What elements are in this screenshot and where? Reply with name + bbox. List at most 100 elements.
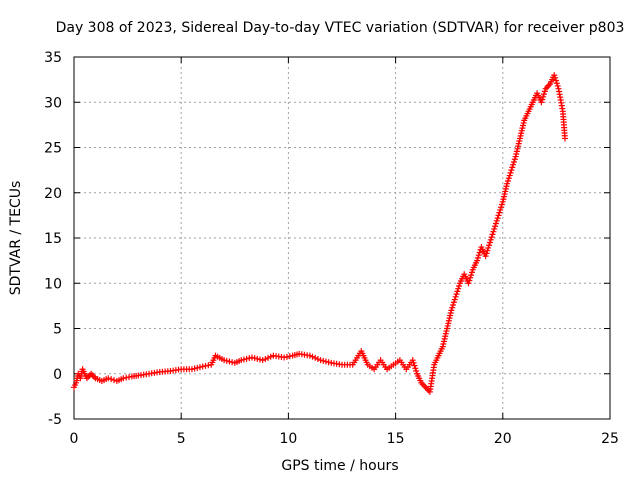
data-point <box>111 377 118 384</box>
data-point <box>411 362 418 369</box>
data-point <box>490 228 497 235</box>
data-point <box>467 274 474 281</box>
data-point <box>259 357 266 364</box>
y-axis-label: SDTVAR / TECUs <box>8 181 24 296</box>
data-point <box>226 358 233 365</box>
data-point <box>412 365 419 372</box>
x-tick-label: 20 <box>494 431 512 447</box>
data-point <box>504 177 511 184</box>
x-tick-label: 15 <box>387 431 405 447</box>
data-point <box>476 249 483 256</box>
data-point <box>196 364 203 371</box>
data-point <box>553 80 560 87</box>
data-point <box>493 217 500 224</box>
data-point <box>540 91 547 98</box>
data-point <box>306 352 313 359</box>
data-point <box>322 358 329 365</box>
x-tick-label: 0 <box>70 431 79 447</box>
data-point <box>487 236 494 243</box>
data-point <box>453 291 460 298</box>
data-point <box>314 356 321 363</box>
data-point <box>498 204 505 211</box>
data-point <box>325 359 332 366</box>
y-tick-label: 15 <box>44 231 62 247</box>
data-point <box>105 375 112 382</box>
data-point <box>202 362 209 369</box>
y-tick-label: 20 <box>44 186 62 202</box>
data-point <box>246 355 253 362</box>
data-point <box>194 364 201 371</box>
data-point <box>449 304 456 311</box>
data-point <box>188 366 195 373</box>
axis-ticks: 0 5 10 15 20 25 -5 0 5 10 15 20 25 30 35 <box>44 50 619 447</box>
data-point <box>509 164 516 171</box>
data-point <box>265 354 272 361</box>
y-tick-label: 35 <box>44 50 62 66</box>
data-point <box>251 355 258 362</box>
data-point <box>309 353 316 360</box>
data-point <box>495 212 502 219</box>
data-point <box>281 354 288 361</box>
data-point <box>451 296 458 303</box>
data-point <box>126 374 133 381</box>
data-point <box>540 93 547 100</box>
data-point <box>486 239 493 246</box>
data-point <box>486 242 493 249</box>
data-point <box>485 244 492 251</box>
data-point <box>248 354 255 361</box>
data-point <box>510 161 517 168</box>
data-point <box>475 252 482 259</box>
data-point <box>492 220 499 227</box>
y-tick-label: 10 <box>44 276 62 292</box>
data-point <box>254 355 261 362</box>
data-point <box>448 307 455 314</box>
data-point <box>484 247 491 254</box>
data-point <box>497 206 504 213</box>
data-point <box>483 250 490 257</box>
x-tick-label: 10 <box>279 431 297 447</box>
data-point <box>450 301 457 308</box>
x-axis-label: GPS time / hours <box>281 458 398 474</box>
data-point <box>552 74 559 81</box>
data-point <box>317 357 324 364</box>
data-point <box>456 282 463 289</box>
data-point <box>541 88 548 95</box>
data-point <box>123 374 130 381</box>
data-point <box>312 354 319 361</box>
data-point <box>474 254 481 261</box>
data-point <box>551 72 558 79</box>
data-point <box>491 225 498 232</box>
data-points <box>71 72 568 395</box>
data-point <box>561 135 568 142</box>
y-tick-label: 30 <box>44 95 62 111</box>
data-point <box>238 357 245 364</box>
data-point <box>108 376 115 383</box>
data-point <box>410 359 417 366</box>
data-point <box>199 363 206 370</box>
data-point <box>506 172 513 179</box>
data-point <box>494 215 501 222</box>
chart-title: Day 308 of 2023, Sidereal Day-to-day VTE… <box>56 20 625 36</box>
data-point <box>283 353 290 360</box>
data-point <box>538 99 545 106</box>
data-point <box>320 357 327 364</box>
data-point <box>240 356 247 363</box>
data-point <box>409 357 416 364</box>
x-tick-label: 5 <box>177 431 186 447</box>
y-tick-label: -5 <box>48 412 62 428</box>
data-point <box>496 209 503 216</box>
data-point <box>505 175 512 182</box>
data-point <box>413 368 420 375</box>
y-tick-label: 0 <box>53 367 62 383</box>
data-point <box>221 357 228 364</box>
data-point <box>510 158 517 165</box>
data-point <box>455 285 462 292</box>
y-tick-label: 5 <box>53 322 62 338</box>
data-point <box>262 356 269 363</box>
data-point <box>286 353 293 360</box>
data-point <box>474 257 481 264</box>
data-point <box>508 167 515 174</box>
grid <box>74 57 610 419</box>
data-point <box>554 82 561 89</box>
y-tick-label: 25 <box>44 141 62 157</box>
